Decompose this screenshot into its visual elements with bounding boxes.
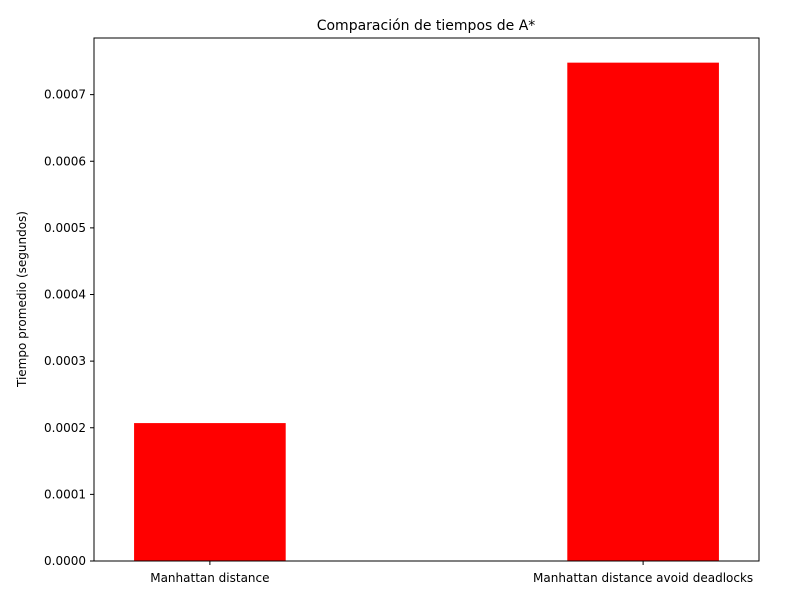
bar-0 (134, 423, 286, 561)
y-tick-label-2: 0.0002 (44, 421, 86, 435)
y-tick-label-1: 0.0001 (44, 487, 86, 501)
y-tick-label-0: 0.0000 (44, 554, 86, 568)
y-tick-label-4: 0.0004 (44, 288, 86, 302)
bars-layer (134, 62, 719, 562)
y-tick-label-3: 0.0003 (44, 354, 86, 368)
x-axis-ticks: Manhattan distance Manhattan distance avo… (150, 561, 753, 585)
y-axis-label: Tiempo promedio (segundos) (15, 211, 29, 388)
x-tick-label-1: Manhattan distance avoid deadlocks (533, 571, 753, 585)
y-axis-ticks: 0.0000 0.0001 0.0002 0.0003 0.0004 0.0005 0.00… (44, 88, 94, 568)
x-tick-label-0: Manhattan distance (150, 571, 269, 585)
chart-title: Comparación de tiempos de A* (317, 18, 536, 34)
plot-frame (93, 37, 760, 562)
y-tick-label-7: 0.0007 (44, 88, 86, 102)
bar-1 (567, 62, 719, 562)
y-tick-label-6: 0.0006 (44, 154, 86, 168)
y-tick-label-5: 0.0005 (44, 221, 86, 235)
